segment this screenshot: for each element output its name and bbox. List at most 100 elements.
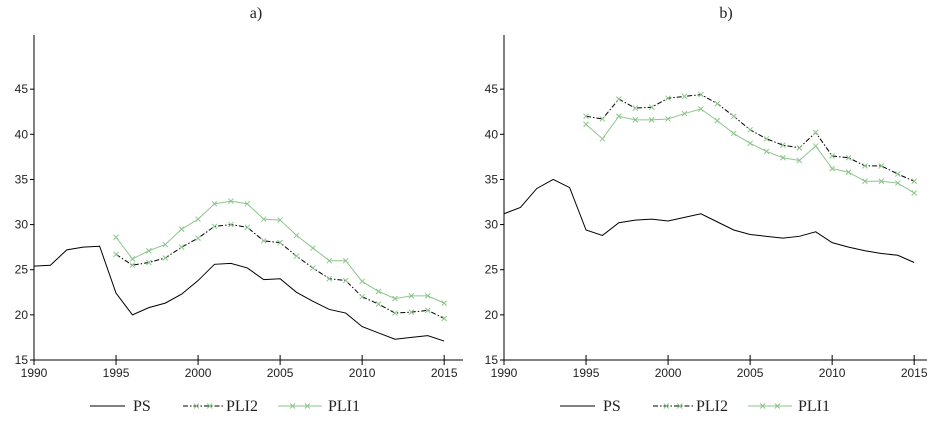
y-tick-label: 40 bbox=[15, 127, 29, 141]
marker bbox=[277, 217, 283, 223]
marker bbox=[714, 117, 721, 124]
panel: a) 15 20 25 30 35 40 45 1990 1995 2000 2005 2010 2015… bbox=[15, 5, 463, 415]
marker bbox=[730, 130, 737, 137]
marker bbox=[599, 135, 606, 142]
x-tick-label: 2010 bbox=[349, 366, 376, 380]
series-line bbox=[503, 178, 915, 263]
y-tick-label: 35 bbox=[15, 172, 29, 186]
marker bbox=[310, 265, 316, 271]
marker bbox=[342, 277, 349, 284]
marker bbox=[206, 403, 213, 409]
marker bbox=[812, 143, 819, 149]
marker bbox=[676, 403, 683, 409]
marker bbox=[845, 169, 852, 176]
marker bbox=[862, 178, 868, 185]
marker bbox=[178, 226, 185, 232]
y-tick-label: 15 bbox=[485, 353, 499, 367]
x-tick-label: 2015 bbox=[901, 366, 927, 380]
marker bbox=[747, 126, 753, 133]
x-tick-label: 2005 bbox=[267, 366, 294, 380]
marker bbox=[681, 93, 688, 100]
marker bbox=[714, 100, 721, 107]
marker bbox=[796, 144, 803, 151]
marker bbox=[375, 301, 382, 307]
marker bbox=[796, 157, 803, 164]
y-tick-label: 20 bbox=[485, 308, 499, 322]
marker bbox=[293, 253, 300, 260]
marker bbox=[195, 235, 201, 241]
marker bbox=[878, 163, 885, 169]
marker bbox=[845, 154, 852, 161]
marker bbox=[162, 241, 169, 248]
marker bbox=[829, 153, 836, 159]
marker bbox=[681, 110, 688, 117]
marker bbox=[392, 310, 398, 316]
x-tick-label: 1990 bbox=[491, 366, 518, 380]
marker bbox=[829, 165, 836, 172]
marker bbox=[763, 148, 770, 155]
marker bbox=[211, 223, 218, 230]
marker bbox=[359, 278, 366, 285]
marker bbox=[326, 275, 333, 282]
marker bbox=[812, 129, 819, 136]
marker bbox=[698, 106, 704, 112]
marker bbox=[632, 117, 639, 123]
x-tick-label: 2000 bbox=[655, 366, 682, 380]
y-tick-label: 30 bbox=[485, 218, 499, 232]
marker bbox=[648, 104, 655, 111]
x-tick-label: 1990 bbox=[21, 366, 48, 380]
marker bbox=[113, 251, 119, 258]
marker bbox=[113, 234, 119, 241]
marker bbox=[228, 198, 234, 204]
marker bbox=[583, 113, 589, 120]
y-tick-label: 45 bbox=[485, 82, 499, 96]
marker bbox=[145, 259, 152, 266]
chart-title: a) bbox=[250, 5, 262, 22]
marker bbox=[774, 403, 781, 409]
x-tick-label: 1995 bbox=[573, 366, 600, 380]
marker bbox=[911, 190, 918, 196]
legend-label: PS bbox=[133, 398, 151, 415]
marker bbox=[326, 257, 333, 264]
chart-title: b) bbox=[719, 5, 732, 22]
x-tick-label: 2015 bbox=[431, 366, 458, 380]
panel: b) 15 20 25 30 35 40 45 1990 1995 2000 2005 2010 2015… bbox=[485, 5, 927, 415]
marker bbox=[310, 245, 316, 251]
y-tick-label: 15 bbox=[15, 353, 29, 367]
marker bbox=[392, 295, 398, 302]
y-tick-label: 25 bbox=[485, 263, 499, 277]
y-tick-label: 20 bbox=[15, 308, 29, 322]
marker bbox=[193, 403, 200, 409]
marker bbox=[759, 403, 766, 409]
marker bbox=[599, 116, 606, 122]
marker bbox=[129, 262, 136, 269]
marker bbox=[663, 403, 670, 409]
marker bbox=[145, 247, 152, 254]
y-tick-label: 30 bbox=[15, 218, 29, 232]
y-tick-label: 25 bbox=[15, 263, 29, 277]
legend-label: PLI2 bbox=[226, 398, 258, 415]
marker bbox=[441, 315, 448, 322]
series-line bbox=[33, 245, 445, 342]
legend-label: PLI1 bbox=[798, 398, 830, 415]
marker bbox=[894, 180, 901, 186]
series-line bbox=[115, 224, 445, 319]
marker bbox=[244, 224, 251, 231]
marker bbox=[862, 163, 868, 169]
marker bbox=[632, 105, 639, 111]
marker bbox=[698, 91, 704, 98]
marker bbox=[195, 216, 201, 223]
y-tick-label: 40 bbox=[485, 127, 499, 141]
marker bbox=[375, 288, 382, 295]
x-tick-label: 1995 bbox=[103, 366, 130, 380]
x-tick-label: 2005 bbox=[737, 366, 764, 380]
marker bbox=[244, 200, 251, 207]
legend-label: PLI1 bbox=[328, 398, 360, 415]
marker bbox=[894, 171, 901, 177]
marker bbox=[228, 221, 234, 228]
y-tick-label: 35 bbox=[485, 172, 499, 186]
marker bbox=[583, 121, 589, 128]
marker bbox=[878, 178, 885, 185]
marker bbox=[615, 113, 622, 120]
